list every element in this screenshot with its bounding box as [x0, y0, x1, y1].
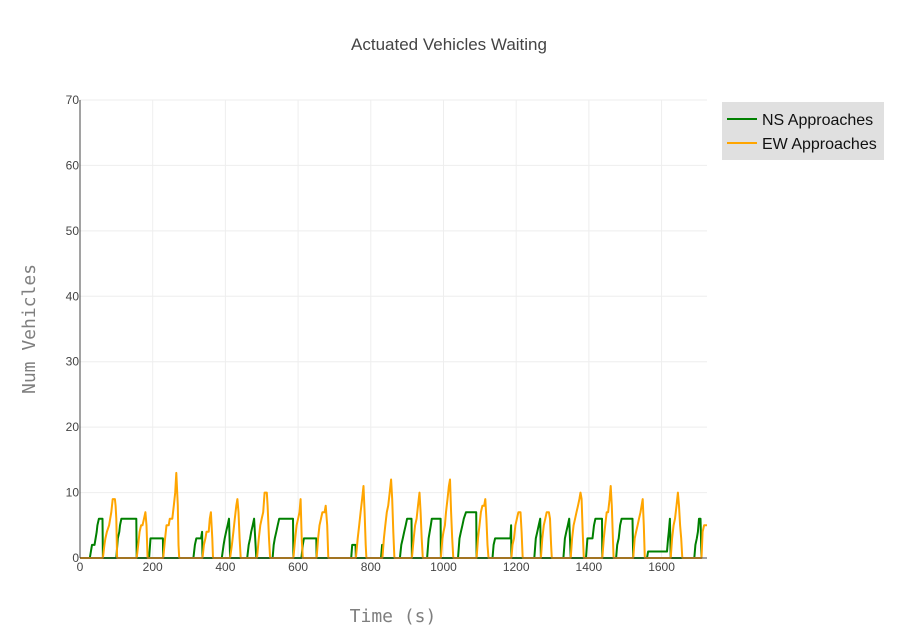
x-axis-ticks: 0 200 400 600 800 1000 1200 1400 1600: [77, 560, 676, 574]
legend: NS Approaches EW Approaches: [722, 102, 884, 160]
y-tick-label: 50: [66, 224, 80, 238]
y-tick-label: 20: [66, 420, 80, 434]
legend-label-ew: EW Approaches: [762, 136, 877, 153]
x-axis-title: Time (s): [350, 606, 437, 627]
chart-title: Actuated Vehicles Waiting: [351, 35, 547, 54]
gridlines: [80, 100, 707, 558]
y-tick-label: 60: [66, 158, 80, 172]
legend-label-ns: NS Approaches: [762, 112, 873, 129]
series-line-ew: [80, 473, 707, 558]
x-tick-label: 1000: [430, 560, 457, 574]
x-tick-label: 800: [361, 560, 381, 574]
x-tick-label: 200: [143, 560, 163, 574]
y-tick-label: 0: [72, 551, 79, 565]
series-lines: [80, 473, 707, 558]
y-tick-label: 70: [66, 93, 80, 107]
y-tick-label: 30: [66, 355, 80, 369]
x-tick-label: 1200: [503, 560, 530, 574]
x-tick-label: 400: [215, 560, 235, 574]
y-axis-title: Num Vehicles: [19, 264, 40, 394]
x-tick-label: 1400: [576, 560, 603, 574]
x-tick-label: 1600: [648, 560, 675, 574]
y-tick-label: 10: [66, 486, 80, 500]
y-tick-label: 40: [66, 289, 80, 303]
x-tick-label: 600: [288, 560, 308, 574]
y-axis-ticks: 0 10 20 30 40 50 60 70: [66, 93, 80, 565]
